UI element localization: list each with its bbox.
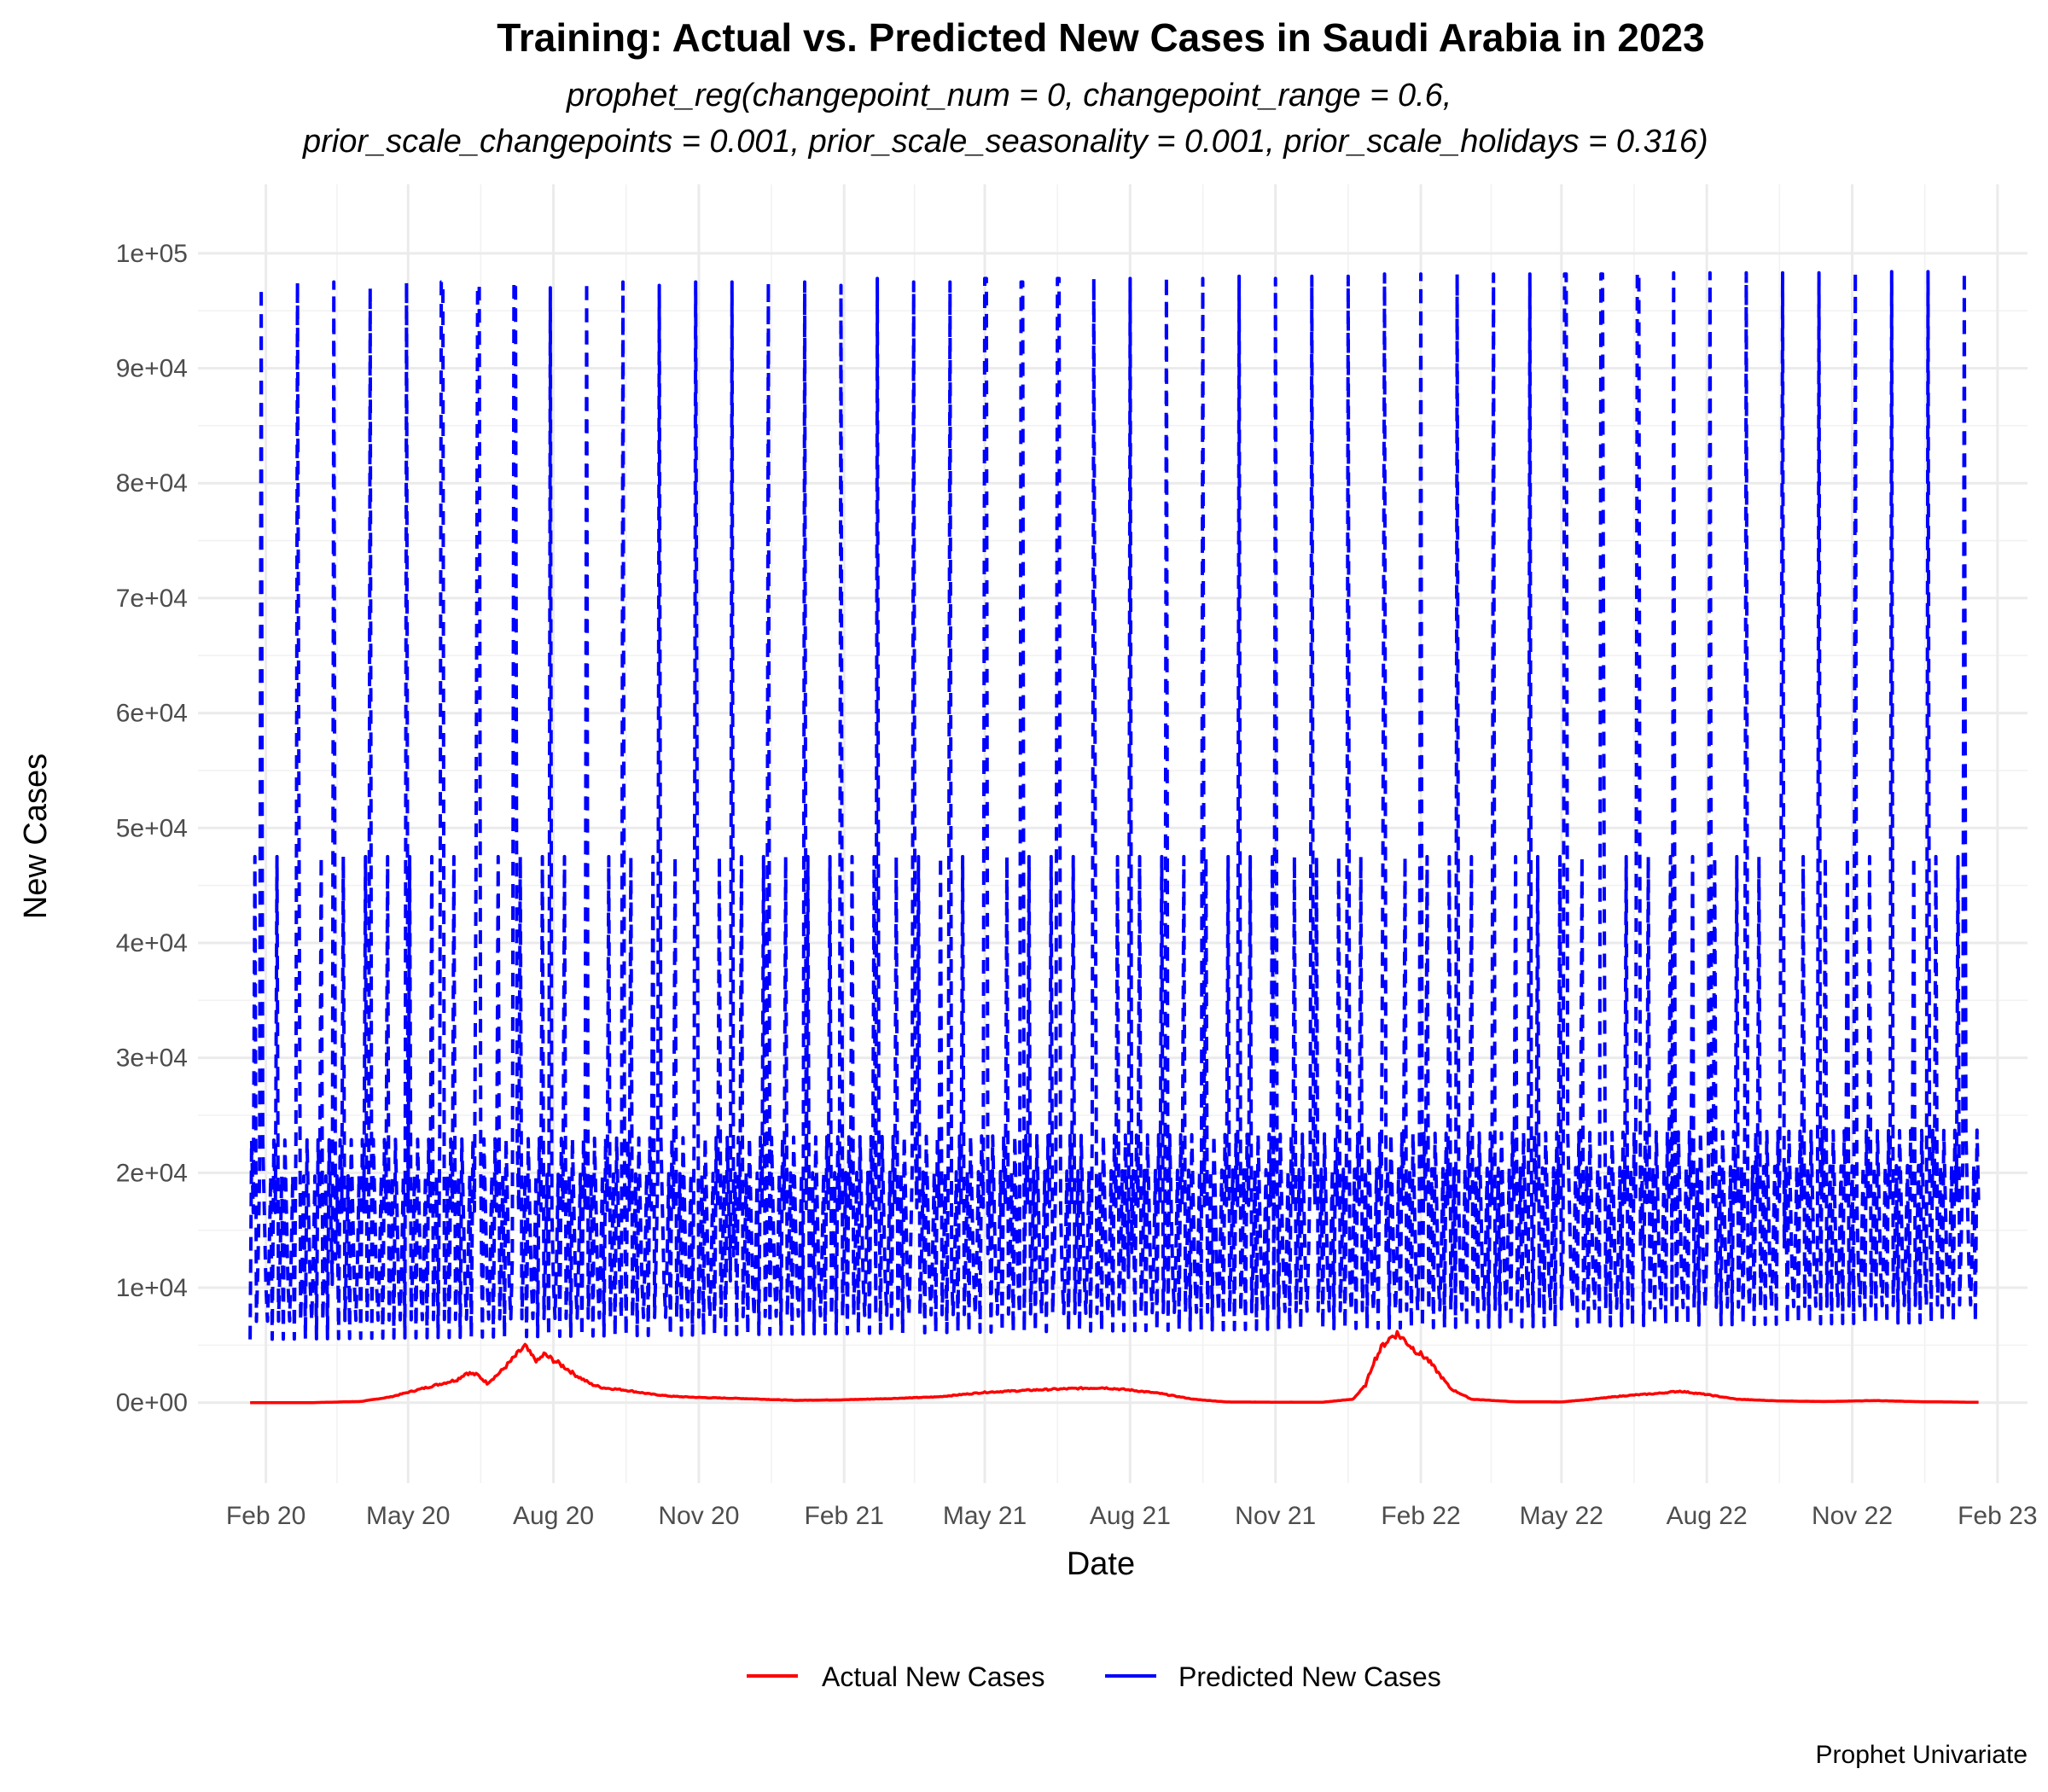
x-tick-label: Nov 21 (1235, 1502, 1316, 1530)
actual-line (250, 1329, 1979, 1405)
legend: Actual New Cases Predicted New Cases (747, 1661, 1441, 1692)
y-tick-label: 1e+04 (116, 1274, 188, 1302)
x-tick-label: May 21 (943, 1502, 1027, 1530)
y-tick-label: 0e+00 (116, 1389, 188, 1417)
chart-title: Training: Actual vs. Predicted New Cases… (497, 15, 1704, 60)
x-tick-label: May 20 (366, 1502, 450, 1530)
series-predicted-new-cases (248, 270, 1981, 1341)
chart-subtitle-line-1: prophet_reg(changepoint_num = 0, changep… (566, 78, 1452, 113)
x-tick-label: Feb 20 (226, 1502, 305, 1530)
x-tick-label: Feb 22 (1381, 1502, 1460, 1530)
predicted-line (248, 270, 1981, 1341)
x-axis-title: Date (1067, 1546, 1135, 1582)
y-tick-label: 9e+04 (116, 355, 188, 383)
y-axis-title: New Cases (18, 753, 54, 919)
chart-caption: Prophet Univariate (1816, 1741, 2028, 1769)
x-tick-label: Feb 21 (805, 1502, 884, 1530)
chart-subtitle-line-2: prior_scale_changepoints = 0.001, prior_… (302, 124, 1708, 160)
y-tick-label: 4e+04 (116, 929, 188, 957)
x-tick-label: May 22 (1520, 1502, 1603, 1530)
legend-label-predicted: Predicted New Cases (1178, 1661, 1441, 1692)
y-tick-label: 6e+04 (116, 700, 188, 728)
y-axis-ticks: 0e+00 1e+04 2e+04 3e+04 4e+04 5e+04 6e+04 7e+04… (116, 240, 188, 1417)
legend-label-actual: Actual New Cases (822, 1661, 1044, 1692)
y-tick-label: 2e+04 (116, 1159, 188, 1187)
y-tick-label: 5e+04 (116, 814, 188, 842)
x-tick-label: Aug 22 (1667, 1502, 1748, 1530)
x-axis-ticks: Feb 20 May 20 Aug 20 Nov 20 Feb 21 May 21 Aug … (226, 1502, 2038, 1530)
x-tick-label: Aug 20 (513, 1502, 594, 1530)
x-tick-label: Feb 23 (1958, 1502, 2037, 1530)
y-tick-label: 3e+04 (116, 1044, 188, 1073)
y-tick-label: 8e+04 (116, 469, 188, 497)
x-tick-label: Nov 20 (658, 1502, 739, 1530)
series-actual-new-cases (250, 1329, 1979, 1405)
y-tick-label: 7e+04 (116, 585, 188, 613)
x-tick-label: Aug 21 (1090, 1502, 1171, 1530)
y-tick-label: 1e+05 (116, 240, 188, 268)
x-tick-label: Nov 22 (1812, 1502, 1893, 1530)
